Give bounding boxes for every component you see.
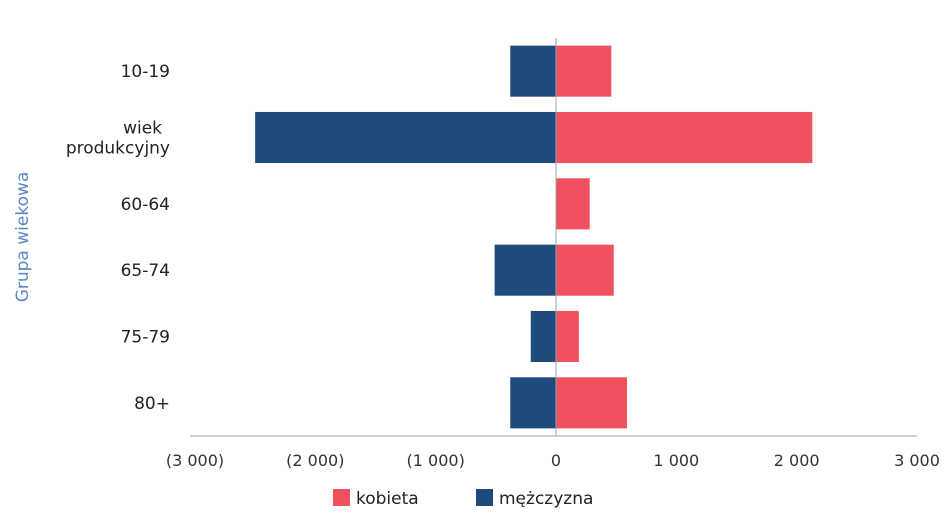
legend-label-mezczyzna: mężczyzna <box>499 489 593 509</box>
x-tick-label: 2 000 <box>774 451 820 470</box>
category-label: 75-79 <box>121 328 170 348</box>
bar-mezczyzna-1 <box>255 111 556 164</box>
x-tick-label: 1 000 <box>653 451 699 470</box>
x-tick-label: 3 000 <box>894 451 940 470</box>
bar-kobieta-2 <box>556 178 590 230</box>
bar-kobieta-5 <box>556 377 627 429</box>
category-label: 60-64 <box>121 195 170 215</box>
x-tick-label: (1 000) <box>407 451 465 470</box>
x-tick-label: (3 000) <box>166 451 224 470</box>
category-label: produkcyjny <box>66 139 170 159</box>
bars-layer <box>255 45 813 429</box>
bar-mezczyzna-4 <box>530 310 556 363</box>
y-axis-label: Grupa wiekowa <box>13 172 33 303</box>
category-label: wiek <box>123 119 162 139</box>
category-label: 65-74 <box>121 261 170 281</box>
category-label: 10-19 <box>121 62 170 82</box>
category-label: 80+ <box>134 394 170 414</box>
bar-kobieta-0 <box>556 45 612 97</box>
x-tick-label: 0 <box>551 451 561 470</box>
legend-swatch-mezczyzna <box>476 489 493 506</box>
legend: kobieta mężczyzna <box>333 489 593 509</box>
legend-label-kobieta: kobieta <box>356 489 419 509</box>
legend-swatch-kobieta <box>333 489 350 506</box>
bar-kobieta-1 <box>556 111 813 164</box>
bar-mezczyzna-3 <box>494 244 556 296</box>
bar-mezczyzna-5 <box>510 377 556 429</box>
bar-kobieta-3 <box>556 244 614 296</box>
bar-mezczyzna-0 <box>510 45 556 97</box>
bar-kobieta-4 <box>556 310 579 363</box>
x-tick-labels: (3 000) (2 000) (1 000) 0 1 000 2 000 3 000 <box>166 451 940 470</box>
x-tick-label: (2 000) <box>286 451 344 470</box>
